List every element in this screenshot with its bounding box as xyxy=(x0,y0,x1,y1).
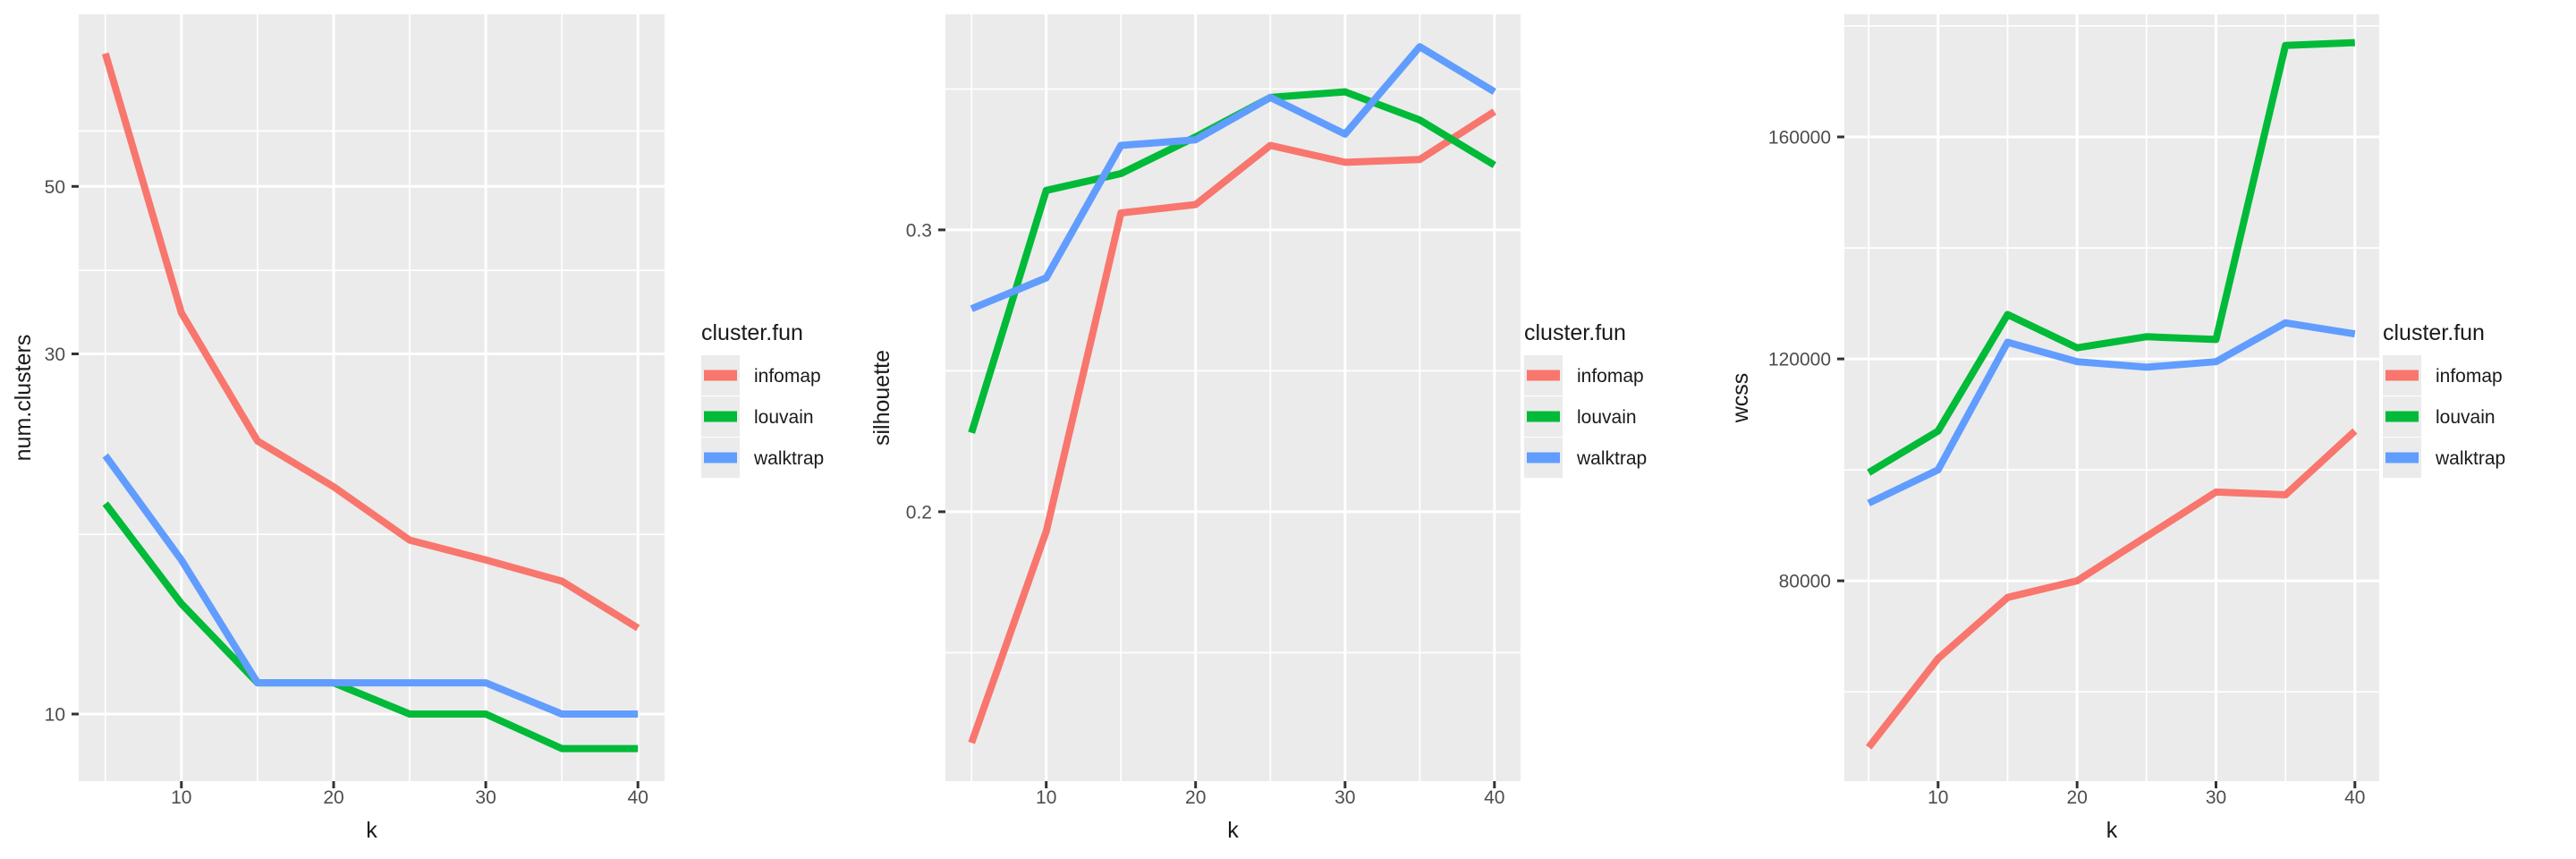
legend-label: infomap xyxy=(754,366,821,387)
y-tick-label: 120000 xyxy=(1768,350,1831,370)
legend-label: walktrap xyxy=(1576,448,1647,469)
x-tick-label: 30 xyxy=(475,787,496,808)
y-tick-label: 80000 xyxy=(1779,572,1831,592)
series-line-infomap xyxy=(968,108,1496,744)
x-tick-label: 30 xyxy=(1335,787,1355,808)
series-line-walktrap xyxy=(102,453,639,718)
x-tick-label: 20 xyxy=(1185,787,1206,808)
series-line-walktrap xyxy=(970,43,1496,312)
series-line-walktrap xyxy=(1867,319,2356,506)
chart-num-clusters: 10 20 30 40 50 30 10 k num.clusters cluster.fun in… xyxy=(0,0,859,859)
series-line-louvain xyxy=(102,501,639,753)
chart-silhouette: 10 20 30 40 0.3 0.2 k silhouette cluster.fun info… xyxy=(859,0,1717,859)
legend-title: cluster.fun xyxy=(701,320,803,345)
x-tick-label: 20 xyxy=(2067,787,2088,808)
series-line-infomap xyxy=(101,52,640,632)
x-tick-label: 40 xyxy=(1484,787,1504,808)
y-tick-label: 0.2 xyxy=(906,502,932,523)
x-axis-title: k xyxy=(2106,818,2118,843)
legend-swatch-infomap xyxy=(2385,370,2419,381)
legend-label: infomap xyxy=(2436,366,2503,387)
legend-label: walktrap xyxy=(753,448,824,469)
legend-swatch-walktrap xyxy=(2385,452,2419,464)
legend-label: louvain xyxy=(2436,407,2496,428)
x-tick-label: 10 xyxy=(171,787,191,808)
y-axis-title: silhouette xyxy=(869,350,894,446)
legend-label: louvain xyxy=(1577,407,1637,428)
chart-wcss-canvas: 10 20 30 40 160000 120000 80000 k wcss cluster.fu… xyxy=(1728,14,2505,843)
x-axis-title: k xyxy=(1227,818,1239,843)
x-tick-label: 40 xyxy=(2344,787,2365,808)
y-tick-label: 0.3 xyxy=(906,220,932,241)
x-tick-label: 30 xyxy=(2206,787,2226,808)
legend-label: walktrap xyxy=(2435,448,2505,469)
series-line-louvain xyxy=(1867,38,2355,476)
y-axis-title: wcss xyxy=(1728,373,1753,424)
legend-title: cluster.fun xyxy=(1524,320,1626,345)
legend-label: infomap xyxy=(1577,366,1644,387)
chart-silhouette-canvas: 10 20 30 40 0.3 0.2 k silhouette cluster.fun info… xyxy=(869,14,1647,843)
legend-swatch-infomap xyxy=(1527,370,1560,381)
legend-swatch-louvain xyxy=(704,411,737,422)
legend-title: cluster.fun xyxy=(2383,320,2485,345)
series-line-infomap xyxy=(1866,428,2358,750)
y-tick-label: 10 xyxy=(45,705,65,726)
x-tick-label: 20 xyxy=(323,787,343,808)
legend-swatch-louvain xyxy=(1527,411,1560,422)
legend-swatch-infomap xyxy=(704,370,737,381)
x-axis-title: k xyxy=(366,818,377,843)
legend-label: louvain xyxy=(754,407,814,428)
chart-wcss: 10 20 30 40 160000 120000 80000 k wcss cluster.fu… xyxy=(1717,0,2576,859)
y-tick-label: 30 xyxy=(45,344,65,365)
panel-background xyxy=(79,14,665,781)
x-tick-label: 10 xyxy=(1036,787,1056,808)
panel-background xyxy=(1844,14,2379,781)
y-tick-label: 160000 xyxy=(1768,128,1831,149)
y-tick-label: 50 xyxy=(45,177,65,198)
x-tick-label: 40 xyxy=(628,787,648,808)
chart-num-clusters-canvas: 10 20 30 40 50 30 10 k num.clusters cluster.fun in… xyxy=(11,14,824,843)
legend-swatch-walktrap xyxy=(704,452,737,464)
x-tick-label: 10 xyxy=(1928,787,1948,808)
legend-swatch-walktrap xyxy=(1527,452,1560,464)
y-axis-title: num.clusters xyxy=(11,335,36,462)
legend-swatch-louvain xyxy=(2385,411,2419,422)
